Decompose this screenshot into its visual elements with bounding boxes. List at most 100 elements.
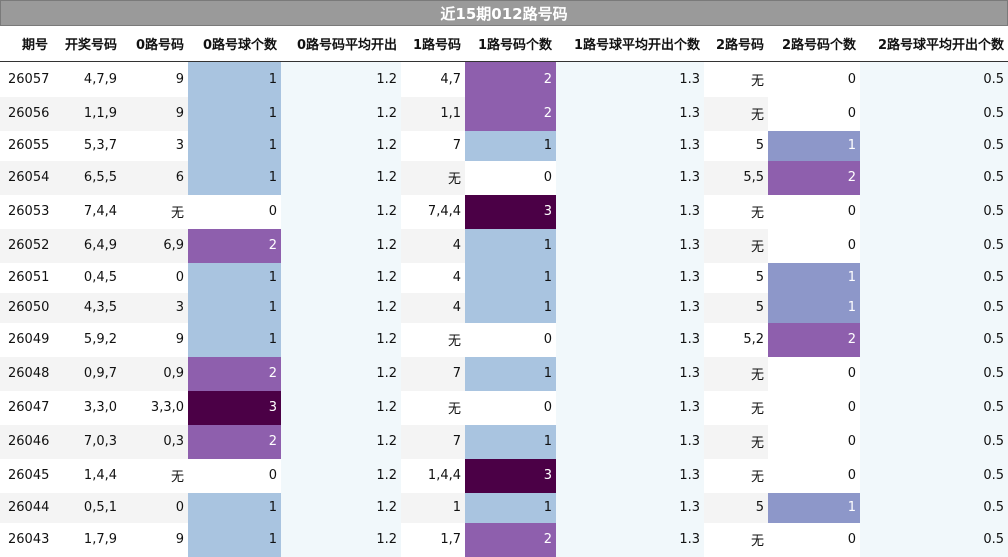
cell-route0-average: 1.2 — [281, 96, 401, 131]
cell-draw-numbers: 7,4,4 — [52, 194, 121, 229]
cell-route1-numbers: 无 — [401, 390, 465, 425]
cell-route1-numbers: 1 — [401, 492, 465, 523]
cell-route0-count: 2 — [188, 228, 281, 263]
cell-route1-numbers: 4,7 — [401, 61, 465, 97]
cell-route0-average: 1.2 — [281, 61, 401, 97]
cell-route2-average: 0.5 — [860, 424, 1008, 459]
table-row: 26053 7,4,4 无 0 1.2 7,4,4 3 1.3 无 0 0.5 — [0, 194, 1008, 229]
cell-route0-count: 1 — [188, 522, 281, 557]
cell-period: 26054 — [0, 160, 52, 195]
table-row: 26052 6,4,9 6,9 2 1.2 4 1 1.3 无 0 0.5 — [0, 228, 1008, 263]
table-row: 26044 0,5,1 0 1 1.2 1 1 1.3 5 1 0.5 — [0, 492, 1008, 523]
cell-route0-count: 1 — [188, 130, 281, 161]
cell-route1-count: 2 — [465, 96, 556, 131]
cell-route2-average: 0.5 — [860, 61, 1008, 97]
cell-route0-average: 1.2 — [281, 322, 401, 357]
cell-route1-average: 1.3 — [556, 262, 704, 293]
cell-route2-numbers: 5,5 — [704, 160, 768, 195]
cell-route0-count: 1 — [188, 61, 281, 97]
cell-route1-count: 1 — [465, 492, 556, 523]
cell-route2-numbers: 无 — [704, 194, 768, 229]
cell-draw-numbers: 1,4,4 — [52, 458, 121, 493]
cell-draw-numbers: 0,5,1 — [52, 492, 121, 523]
table-row: 26049 5,9,2 9 1 1.2 无 0 1.3 5,2 2 0.5 — [0, 322, 1008, 357]
cell-route1-count: 2 — [465, 522, 556, 557]
cell-route2-numbers: 无 — [704, 390, 768, 425]
table-body: 26057 4,7,9 9 1 1.2 4,7 2 1.3 无 0 0.5 26056 1,1,9 9 1 1… — [0, 61, 1008, 557]
cell-route1-average: 1.3 — [556, 292, 704, 323]
cell-route0-numbers: 9 — [121, 61, 188, 97]
cell-route2-numbers: 5 — [704, 262, 768, 293]
cell-route1-average: 1.3 — [556, 160, 704, 195]
cell-route2-average: 0.5 — [860, 492, 1008, 523]
cell-route0-count: 1 — [188, 322, 281, 357]
cell-route0-average: 1.2 — [281, 492, 401, 523]
cell-route0-average: 1.2 — [281, 194, 401, 229]
cell-route0-average: 1.2 — [281, 130, 401, 161]
cell-route0-numbers: 无 — [121, 458, 188, 493]
cell-draw-numbers: 7,0,3 — [52, 424, 121, 459]
cell-route2-numbers: 无 — [704, 458, 768, 493]
cell-route2-average: 0.5 — [860, 130, 1008, 161]
cell-route0-numbers: 6,9 — [121, 228, 188, 263]
cell-route1-count: 1 — [465, 356, 556, 391]
cell-period: 26048 — [0, 356, 52, 391]
cell-route2-count: 0 — [768, 194, 860, 229]
cell-route2-count: 1 — [768, 130, 860, 161]
cell-route0-numbers: 6 — [121, 160, 188, 195]
cell-draw-numbers: 6,5,5 — [52, 160, 121, 195]
cell-period: 26056 — [0, 96, 52, 131]
cell-route0-average: 1.2 — [281, 522, 401, 557]
cell-draw-numbers: 1,7,9 — [52, 522, 121, 557]
cell-route0-count: 1 — [188, 492, 281, 523]
cell-route1-average: 1.3 — [556, 228, 704, 263]
cell-route1-numbers: 1,4,4 — [401, 458, 465, 493]
cell-period: 26050 — [0, 292, 52, 323]
table-row: 26051 0,4,5 0 1 1.2 4 1 1.3 5 1 0.5 — [0, 262, 1008, 293]
header-route2-average: 2路号球平均开出个数 — [860, 26, 1008, 62]
cell-route0-count: 1 — [188, 96, 281, 131]
cell-route1-average: 1.3 — [556, 322, 704, 357]
cell-route1-numbers: 无 — [401, 160, 465, 195]
cell-route1-count: 3 — [465, 194, 556, 229]
table-row: 26046 7,0,3 0,3 2 1.2 7 1 1.3 无 0 0.5 — [0, 424, 1008, 459]
cell-route2-numbers: 无 — [704, 61, 768, 97]
cell-period: 26052 — [0, 228, 52, 263]
cell-route2-count: 1 — [768, 262, 860, 293]
cell-route1-average: 1.3 — [556, 390, 704, 425]
cell-route1-count: 1 — [465, 424, 556, 459]
header-route0-count: 0路号球个数 — [188, 26, 281, 62]
cell-route0-count: 2 — [188, 424, 281, 459]
cell-route2-numbers: 5,2 — [704, 322, 768, 357]
cell-route2-average: 0.5 — [860, 96, 1008, 131]
header-row: 期号 开奖号码 0路号码 0路号球个数 0路号码平均开出 1路号码 1路号码个数… — [0, 26, 1008, 62]
cell-route0-numbers: 0,3 — [121, 424, 188, 459]
cell-route0-average: 1.2 — [281, 390, 401, 425]
cell-route0-numbers: 9 — [121, 96, 188, 131]
cell-period: 26053 — [0, 194, 52, 229]
header-route0-numbers: 0路号码 — [121, 26, 188, 62]
table-row: 26047 3,3,0 3,3,0 3 1.2 无 0 1.3 无 0 0.5 — [0, 390, 1008, 425]
table-row: 26045 1,4,4 无 0 1.2 1,4,4 3 1.3 无 0 0.5 — [0, 458, 1008, 493]
cell-route0-numbers: 3,3,0 — [121, 390, 188, 425]
cell-route0-numbers: 9 — [121, 322, 188, 357]
cell-route2-average: 0.5 — [860, 160, 1008, 195]
header-route2-count: 2路号码个数 — [768, 26, 860, 62]
cell-route2-count: 1 — [768, 492, 860, 523]
cell-route2-numbers: 无 — [704, 228, 768, 263]
cell-route2-numbers: 无 — [704, 522, 768, 557]
cell-route1-average: 1.3 — [556, 130, 704, 161]
header-route1-count: 1路号码个数 — [465, 26, 556, 62]
cell-route2-numbers: 无 — [704, 96, 768, 131]
cell-route1-average: 1.3 — [556, 61, 704, 97]
cell-route2-count: 0 — [768, 390, 860, 425]
cell-route0-average: 1.2 — [281, 458, 401, 493]
cell-route1-average: 1.3 — [556, 492, 704, 523]
table-row: 26057 4,7,9 9 1 1.2 4,7 2 1.3 无 0 0.5 — [0, 61, 1008, 97]
cell-route0-count: 1 — [188, 160, 281, 195]
cell-period: 26051 — [0, 262, 52, 293]
cell-period: 26049 — [0, 322, 52, 357]
cell-route0-average: 1.2 — [281, 292, 401, 323]
cell-route1-count: 0 — [465, 390, 556, 425]
cell-route1-count: 1 — [465, 262, 556, 293]
